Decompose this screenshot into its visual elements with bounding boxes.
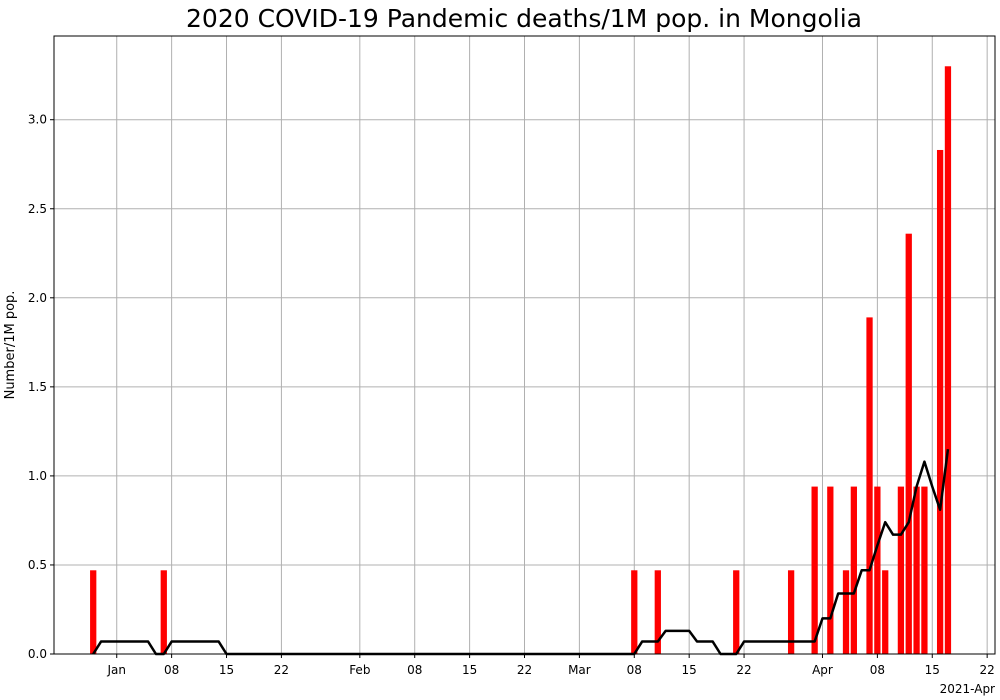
x-tick-label: Feb bbox=[349, 663, 370, 677]
bar bbox=[787, 570, 795, 654]
bar bbox=[936, 149, 944, 654]
x-tick-label: 08 bbox=[407, 663, 422, 677]
series-line bbox=[92, 449, 950, 656]
y-tick-label: 0.5 bbox=[28, 558, 47, 572]
bar bbox=[866, 317, 873, 654]
x-tick-label: 15 bbox=[462, 663, 477, 677]
y-axis-label: Number/1M pop. bbox=[3, 291, 18, 400]
bar bbox=[913, 486, 920, 654]
bar bbox=[160, 570, 167, 654]
bar bbox=[842, 570, 850, 654]
x-tick-label: 08 bbox=[870, 663, 885, 677]
bar bbox=[631, 570, 638, 654]
bar bbox=[811, 486, 818, 654]
bar bbox=[827, 486, 834, 654]
bar bbox=[850, 486, 857, 654]
bar bbox=[874, 486, 881, 654]
ticks: 0.0 0.5 1.0 1.5 2.0 2.5 3.0 Jan 08 15 22 Feb 08 15 22 M… bbox=[28, 113, 995, 677]
y-tick-label: 3.0 bbox=[28, 113, 47, 127]
x-tick-label: Apr bbox=[812, 663, 833, 677]
y-tick-label: 0.0 bbox=[28, 647, 47, 661]
x-tick-label: 08 bbox=[627, 663, 642, 677]
y-tick-label: 1.0 bbox=[28, 469, 47, 483]
y-tick-label: 2.5 bbox=[28, 202, 47, 216]
x-axis-offset-label: 2021-Apr bbox=[940, 682, 995, 696]
y-tick-label: 1.5 bbox=[28, 380, 47, 394]
x-tick-label: 22 bbox=[274, 663, 289, 677]
x-tick-label: 22 bbox=[980, 663, 995, 677]
chart-title: 2020 COVID-19 Pandemic deaths/1M pop. in… bbox=[186, 4, 862, 33]
bar bbox=[654, 570, 661, 654]
bar bbox=[921, 486, 928, 654]
bar bbox=[944, 66, 952, 654]
bar bbox=[905, 233, 912, 654]
x-tick-label: 15 bbox=[925, 663, 940, 677]
x-tick-label: 15 bbox=[682, 663, 697, 677]
x-tick-label: 15 bbox=[219, 663, 234, 677]
x-tick-label: Mar bbox=[568, 663, 591, 677]
x-tick-label: Jan bbox=[106, 663, 126, 677]
bar bbox=[733, 570, 740, 654]
x-tick-label: 08 bbox=[164, 663, 179, 677]
bar bbox=[897, 486, 905, 654]
x-tick-label: 22 bbox=[517, 663, 532, 677]
bar bbox=[90, 570, 97, 654]
x-tick-label: 22 bbox=[736, 663, 751, 677]
bar-series bbox=[90, 66, 952, 654]
line-series bbox=[92, 449, 950, 656]
grid bbox=[54, 36, 995, 655]
bar bbox=[882, 570, 889, 654]
y-tick-label: 2.0 bbox=[28, 291, 47, 305]
